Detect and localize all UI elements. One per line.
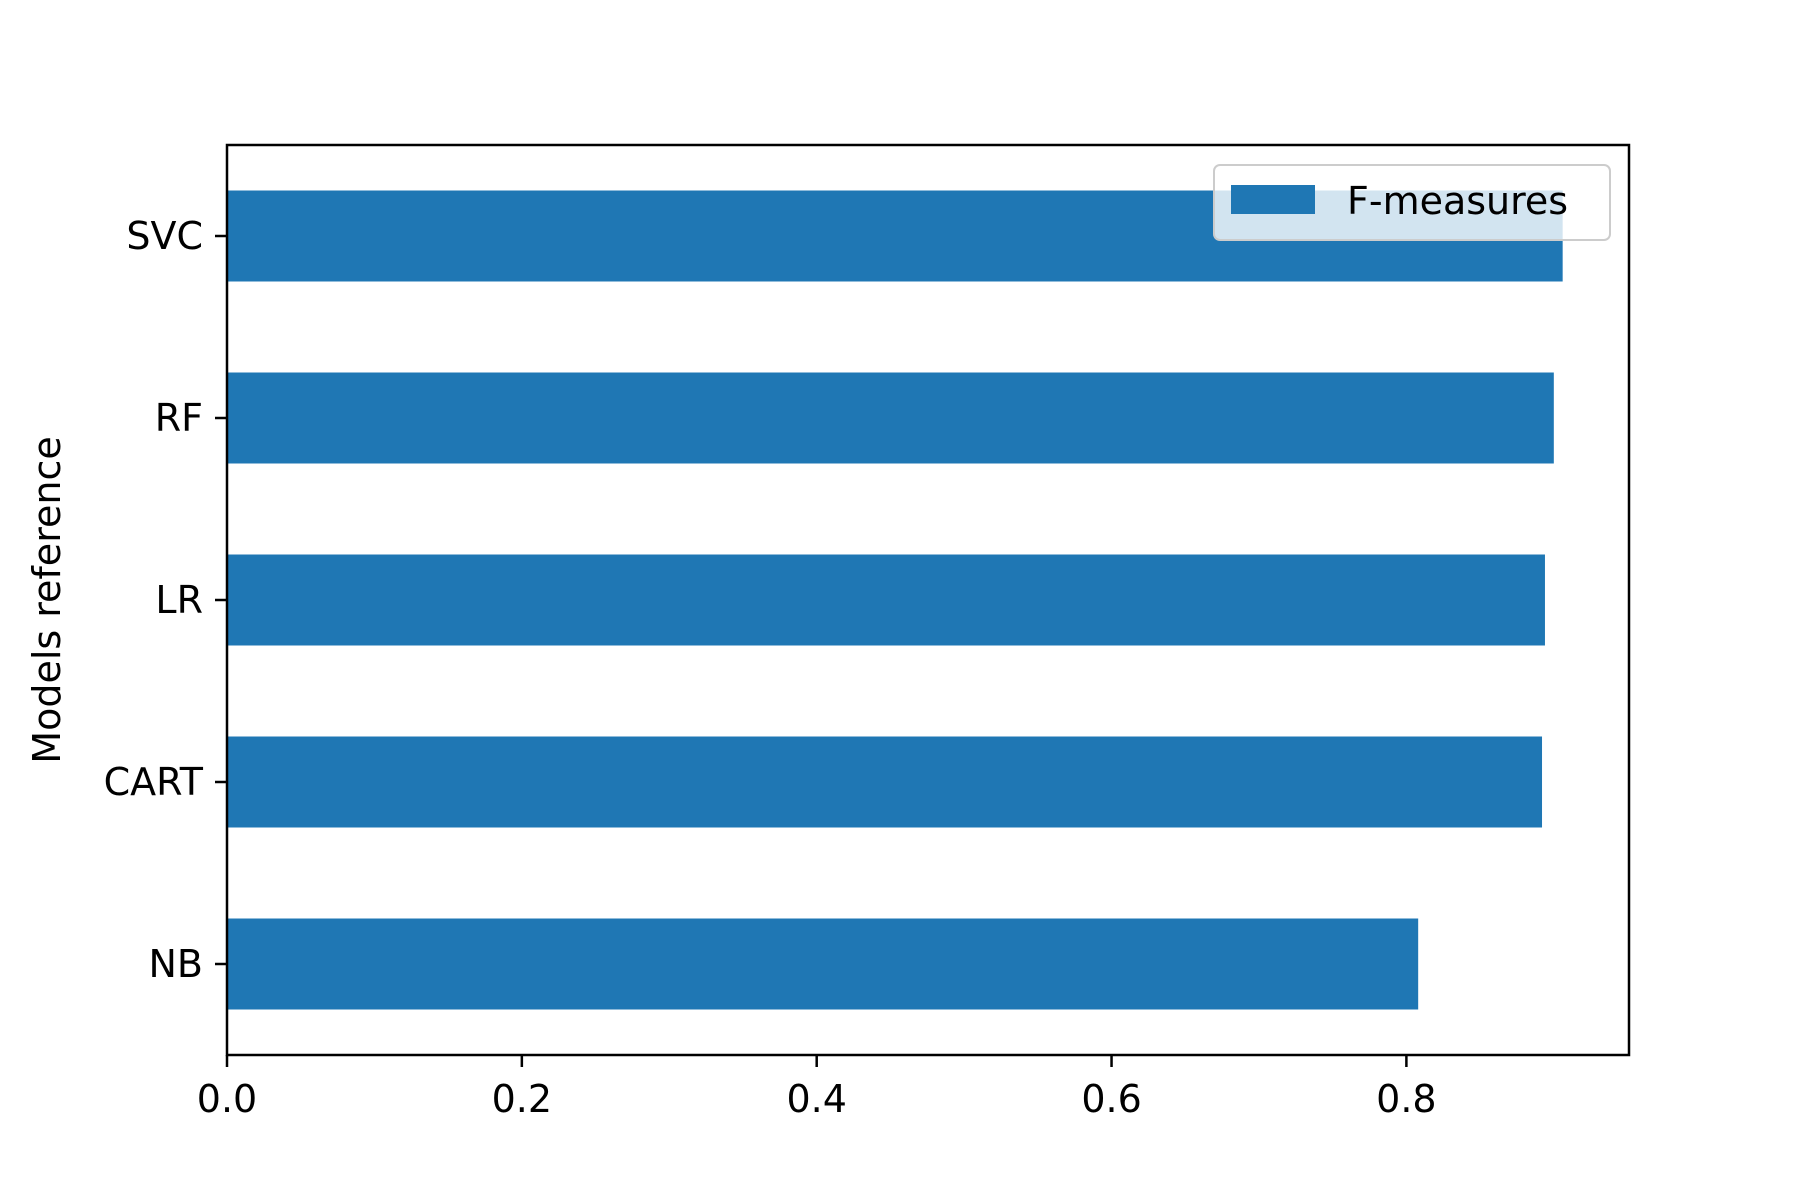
y-tick-label: RF xyxy=(155,396,203,440)
x-tick-label: 0.0 xyxy=(197,1077,257,1121)
legend-swatch xyxy=(1231,185,1315,214)
x-tick-label: 0.8 xyxy=(1376,1077,1436,1121)
y-tick-label: LR xyxy=(155,578,203,622)
bar-lr xyxy=(227,555,1545,646)
legend-label: F-measures xyxy=(1347,179,1568,223)
y-axis-label: Models reference xyxy=(25,436,69,763)
y-tick-label: NB xyxy=(149,942,204,986)
x-tick-label: 0.2 xyxy=(492,1077,552,1121)
bar-nb xyxy=(227,919,1418,1010)
bar-rf xyxy=(227,373,1554,464)
legend: F-measures xyxy=(1214,165,1610,240)
y-tick-label: SVC xyxy=(126,214,203,258)
y-tick-label: CART xyxy=(104,760,204,804)
x-tick-label: 0.6 xyxy=(1081,1077,1141,1121)
x-tick-label: 0.4 xyxy=(786,1077,846,1121)
bar-cart xyxy=(227,737,1542,828)
